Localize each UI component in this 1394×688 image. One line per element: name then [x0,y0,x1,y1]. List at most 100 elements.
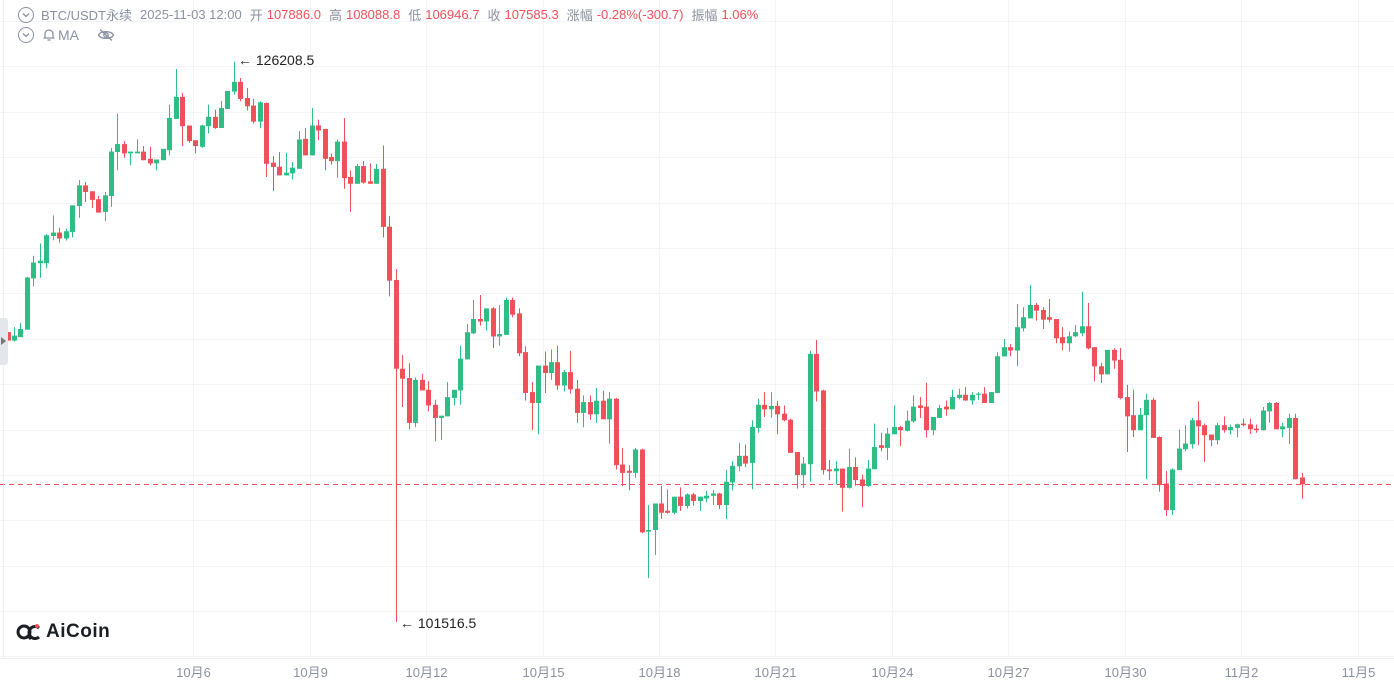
candle-down [316,119,321,141]
candle-down [1248,418,1253,435]
candle-body [568,372,573,390]
candle-body [31,262,36,279]
candle-up [892,405,897,435]
candle-body [646,530,651,532]
candle-body [1144,399,1149,416]
candle-body [1151,399,1156,438]
candle-body [329,157,334,162]
x-tick-label: 10月18 [639,665,681,680]
candle-down [620,447,625,487]
candle-body [277,166,282,176]
x-axis[interactable]: 10月6 10月9 10月12 10月15 10月18 10月21 10月24 10月27 10… [176,665,1375,680]
ma-indicator-label[interactable]: MA [58,27,79,43]
candle-body [1073,332,1078,337]
candle-up [458,345,463,405]
candle-body [1241,423,1246,426]
candle-body [51,232,56,236]
candle-down [381,145,386,238]
candle-up [672,496,677,515]
candle-up [128,151,133,166]
candle-body [264,103,269,164]
x-tick-label: 10月27 [988,665,1030,680]
candle-down [251,98,256,124]
candle-down [329,153,334,165]
candle-body [167,117,172,151]
candle-up [633,447,638,478]
chevron-down-circle-icon[interactable] [18,6,34,23]
candle-down [303,127,308,156]
eye-off-icon[interactable] [97,28,115,42]
candle-down [264,102,269,177]
candle-body [1067,336,1072,344]
candle-body [316,125,321,131]
candle-down [1008,343,1013,357]
candle-down [407,363,412,430]
candle-body [193,140,198,147]
symbol-name[interactable]: BTC/USDT永续 [41,8,133,23]
candle-body [77,185,82,207]
candle-body [523,352,528,393]
candle-down [400,354,405,408]
candle-body [1099,366,1104,375]
candle-body [944,406,949,410]
logo-text: AiCoin [46,621,111,642]
candle-body [879,445,884,448]
candle-up [1144,393,1149,480]
candle-body [555,362,560,386]
candle-body [665,510,670,513]
candle-up [1228,424,1233,435]
candle-body [821,390,826,471]
drawing-toolbar-expand-handle[interactable] [0,318,8,365]
candle-down [879,432,884,452]
candle-body [847,466,852,488]
candle-body [788,419,793,453]
candle-body [44,235,49,264]
candle-body [853,466,858,481]
candle-body [995,356,1000,393]
candle-down [6,332,11,341]
candle-body [594,400,599,415]
bell-icon[interactable] [41,27,57,43]
candle-up [646,505,651,579]
candle-body [685,494,690,506]
chevron-down-circle-icon[interactable] [18,27,34,43]
candle-down [743,444,748,467]
candle-body [691,494,696,501]
candle-down [1209,434,1214,447]
candle-body [711,493,716,496]
candle-up [711,490,716,506]
candle-body [1118,359,1123,398]
candle-body [258,102,263,122]
candle-body [801,463,806,476]
candle-up [1080,291,1085,337]
candle-down [245,88,250,111]
candle-body [982,393,987,403]
candle-body [957,394,962,398]
candle-up [1015,304,1020,367]
high-label: 高 [328,8,342,23]
candle-body [161,148,166,161]
candle-down [918,397,923,418]
change-value: -0.28%(-300.7) [596,7,684,22]
candle-body [342,141,347,179]
candle-up [1183,425,1188,452]
candle-body [290,167,295,174]
candle-body [698,496,703,501]
candle-body [575,388,580,413]
candle-down [1092,347,1097,382]
candle-body [478,319,483,322]
candle-down [491,307,496,348]
candle-body [588,402,593,415]
candle-body [297,139,302,169]
x-tick-label: 10月30 [1105,665,1147,680]
candle-up [290,162,295,180]
open-label: 开 [249,8,263,23]
candle-up [284,152,289,176]
candle-down [1118,347,1123,400]
candle-body [439,415,444,418]
candle-body [627,470,632,473]
candle-up [154,159,159,171]
x-tick-label: 11月2 [1225,665,1259,680]
x-tick-label: 10月21 [755,665,797,680]
